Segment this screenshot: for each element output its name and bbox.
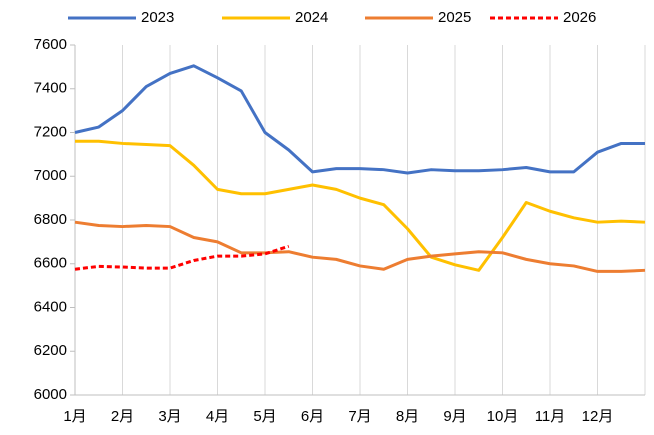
legend-label: 2023	[141, 9, 174, 26]
y-tick-label: 6200	[34, 342, 67, 359]
x-tick-label: 4月	[206, 408, 229, 425]
x-tick-label: 1月	[63, 408, 86, 425]
y-tick-label: 6400	[34, 298, 67, 315]
series-line	[74, 64, 645, 175]
series-line	[74, 220, 646, 273]
legend-label: 2024	[295, 9, 328, 26]
legend-label: 2026	[563, 9, 596, 26]
x-tick-label: 8月	[396, 408, 419, 425]
y-tick-label: 7200	[34, 123, 67, 140]
x-tick-label: 2月	[111, 408, 134, 425]
y-tick-label: 7600	[34, 36, 67, 53]
x-tick-label: 12月	[582, 408, 614, 425]
x-tick-label: 10月	[487, 408, 519, 425]
y-tick-label: 7000	[34, 167, 67, 184]
series-line	[75, 139, 646, 272]
x-tick-label: 5月	[253, 408, 276, 425]
legend-label: 2025	[438, 9, 471, 26]
x-tick-label: 11月	[535, 408, 566, 425]
x-tick-label: 3月	[158, 408, 181, 425]
series-line	[74, 244, 290, 271]
y-tick-label: 6800	[34, 211, 67, 228]
x-tick-label: 6月	[301, 408, 324, 425]
x-tick-label: 9月	[443, 408, 466, 425]
y-tick-label: 7400	[34, 80, 67, 97]
y-tick-label: 6000	[34, 386, 67, 403]
x-tick-label: 7月	[348, 408, 371, 425]
y-tick-label: 6600	[34, 255, 67, 272]
